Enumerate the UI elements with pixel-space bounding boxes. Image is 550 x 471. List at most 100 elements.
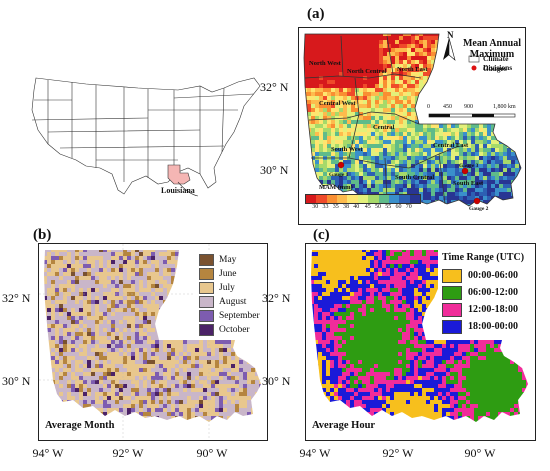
colorbar-swatch [368, 195, 379, 203]
lat-label-32n-top: 32° N [260, 80, 289, 94]
scale-tick-1: 450 [443, 104, 452, 110]
colorbar-swatch [316, 195, 327, 203]
louisiana-label: Louisiana [161, 186, 195, 195]
lon-label-92w-c: 92° W [382, 446, 414, 460]
time-range-legend-swatch [442, 302, 462, 317]
month-legend-label: August [219, 297, 247, 307]
colorbar-swatch [399, 195, 410, 203]
scale-tick-3: 1,800 km [493, 104, 516, 110]
time-range-legend: Time Range (UTC) 00:00-06:00 06:00-12:00 1… [438, 250, 529, 337]
time-range-legend-label: 00:00-06:00 [468, 270, 518, 281]
lat-label-30n-top: 30° N [260, 163, 289, 177]
colorbar-tick: 33 [322, 204, 329, 210]
time-range-legend-title: Time Range (UTC) [442, 252, 525, 263]
time-range-legend-item: 06:00-12:00 [442, 284, 524, 301]
panel-c-map: Time Range (UTC) 00:00-06:00 06:00-12:00 1… [305, 243, 536, 441]
division-label-south-west: South West [331, 146, 363, 153]
time-range-legend-item: 12:00-18:00 [442, 301, 524, 318]
division-label-central-east: Central East [433, 142, 469, 149]
colorbar-swatch [378, 195, 389, 203]
colorbar-tick: 45 [364, 204, 371, 210]
scale-bar [428, 113, 516, 118]
month-legend-label: May [219, 255, 237, 265]
panel-a-title: Mean Annual Maximum [462, 38, 522, 60]
month-legend-swatch [199, 282, 214, 294]
month-legend-label: June [219, 269, 237, 279]
lat-label-30n-b: 30° N [2, 374, 31, 388]
panel-a-raster [303, 33, 522, 207]
time-range-legend-swatch [442, 268, 462, 283]
panel-b-label: (b) [33, 227, 52, 243]
colorbar-title: MAM (mm) [319, 184, 353, 191]
scale-tick-2: 900 [464, 104, 473, 110]
month-legend-item: October [199, 323, 260, 337]
month-legend-swatch [199, 268, 214, 280]
month-legend-swatch [199, 296, 214, 308]
lon-label-94w-b: 94° W [32, 446, 64, 460]
division-label-central-west: Central West [319, 100, 356, 107]
colorbar-swatch [347, 195, 358, 203]
month-legend-item: July [199, 281, 260, 295]
time-range-legend-item: 18:00-00:00 [442, 318, 524, 335]
colorbar-swatch [326, 195, 338, 203]
month-legend-swatch [199, 310, 214, 322]
lat-label-32n-b: 32° N [2, 291, 31, 305]
gauge-label-1: Gauge 1 [329, 172, 349, 178]
month-legend-swatch [199, 324, 214, 336]
colorbar-swatch [357, 195, 369, 203]
panel-c-label: (c) [313, 227, 330, 243]
colorbar-swatch [337, 195, 348, 203]
month-legend-label: October [219, 325, 250, 335]
colorbar-tick: 50 [374, 204, 381, 210]
month-legend-swatch [199, 254, 214, 266]
colorbar-tick: 35 [332, 204, 339, 210]
colorbar-tick: 55 [385, 204, 392, 210]
panel-b-bottom-title: Average Month [45, 420, 115, 431]
time-range-legend-label: 06:00-12:00 [468, 287, 518, 298]
month-legend-item: August [199, 295, 260, 309]
division-label-north-central: North Central [347, 68, 387, 75]
panel-c-bottom-title: Average Hour [312, 420, 376, 431]
gauge-marker-1 [337, 161, 345, 169]
division-label-central: Central [373, 124, 395, 131]
time-range-legend-swatch [442, 319, 462, 334]
month-legend-label: July [219, 283, 235, 293]
panel-a-map: Mean Annual Maximum Climate Divisions Ga… [298, 27, 526, 225]
month-legend-item: May [199, 253, 260, 267]
usa-overview-map: Louisiana [28, 70, 290, 205]
north-arrow-icon [443, 37, 456, 61]
month-legend-item: September [199, 309, 260, 323]
colorbar-tick: 60 [395, 204, 402, 210]
division-label-north-east: North East [397, 66, 428, 73]
louisiana-highlight [167, 164, 191, 185]
lon-label-94w-c: 94° W [299, 446, 331, 460]
colorbar-tick: 40 [353, 204, 360, 210]
colorbar-swatch [388, 195, 400, 203]
division-label-south-central: South Central [395, 174, 435, 181]
panel-b-map: May June July August September October Averag… [38, 243, 268, 441]
month-legend-label: September [219, 311, 260, 321]
month-legend-item: June [199, 267, 260, 281]
time-range-legend-label: 18:00-00:00 [468, 321, 518, 332]
colorbar-tick: 70 [405, 204, 412, 210]
lat-label-30n-c: 30° N [262, 374, 291, 388]
lon-label-90w-b: 90° W [196, 446, 228, 460]
climate-divisions-legend-label: Climate Divisions [483, 54, 513, 72]
colorbar-ticks: 30 33 35 38 40 45 50 55 60 70 [305, 204, 419, 214]
gauge-label-2: Gauge 2 [469, 206, 489, 212]
climate-division-boundaries [303, 33, 522, 207]
colorbar-tick: 38 [343, 204, 350, 210]
lon-label-92w-b: 92° W [112, 446, 144, 460]
climate-divisions-swatch [468, 55, 480, 63]
gauge-marker-2 [461, 167, 469, 175]
gauge-marker-3 [473, 197, 481, 205]
time-range-legend-swatch [442, 285, 462, 300]
month-legend: May June July August September October [195, 250, 264, 340]
lon-label-90w-c: 90° W [464, 446, 496, 460]
colorbar-tick: 30 [312, 204, 319, 210]
north-arrow-label: N [447, 30, 454, 40]
lat-label-32n-c: 32° N [262, 291, 291, 305]
panel-a-label: (a) [307, 6, 325, 22]
division-label-north-west: North West [309, 60, 341, 67]
time-range-legend-item: 00:00-06:00 [442, 267, 524, 284]
